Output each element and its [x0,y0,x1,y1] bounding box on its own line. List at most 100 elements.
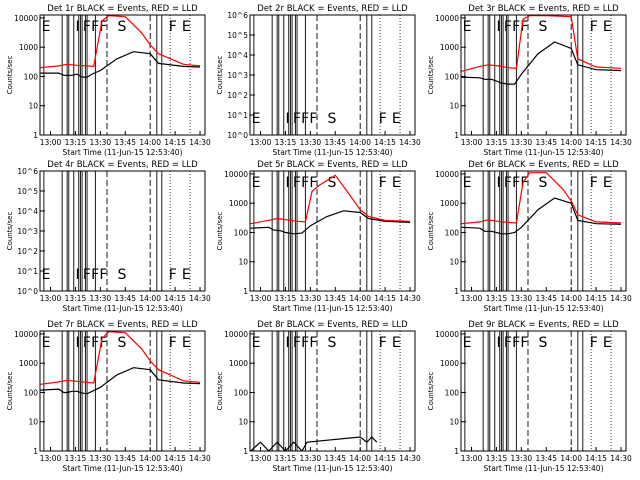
marker-f: F [520,19,528,35]
y-tick-label: 10^4 [227,51,248,60]
x-tick-label: 13:15 [275,294,297,303]
marker-f: F [91,335,99,351]
y-axis-label: Counts/sec [427,372,435,411]
x-tick-label: 13:30 [300,294,322,303]
y-tick-label: 1000 [229,359,248,368]
x-tick-label: 14:00 [349,138,371,147]
y-tick-label: 10 [449,102,459,111]
y-tick-label: 10000 [435,170,459,179]
x-tick-label: 14:30 [610,454,632,463]
x-tick-label: 13:00 [461,454,483,463]
y-tick-label: 10000 [435,14,459,23]
x-tick-label: 13:15 [275,454,297,463]
y-tick-label: 1000 [19,43,38,52]
panel-title: Det 6r BLACK = Events, RED = LLD [468,160,619,170]
marker-i: I [496,19,500,35]
marker-e: E [182,267,191,283]
marker-e: E [603,19,612,35]
marker-e: E [463,335,472,351]
marker-s: S [539,335,548,351]
lld-series [40,331,201,385]
marker-e: E [392,111,401,127]
y-tick-label: 100 [24,72,39,81]
marker-i: I [285,175,289,191]
x-axis-label: Start Time (11-Jun-15 12:53:40) [63,304,183,313]
x-tick-label: 14:00 [139,294,161,303]
y-tick-label: 1000 [19,359,38,368]
marker-f: F [169,335,177,351]
y-tick-label: 10 [238,258,248,267]
marker-i: I [75,267,79,283]
marker-f: F [99,267,107,283]
marker-i: I [285,335,289,351]
x-tick-label: 14:15 [374,294,396,303]
marker-f: F [379,175,387,191]
x-tick-label: 14:30 [399,454,421,463]
plot-frame [249,170,416,292]
x-tick-label: 13:30 [90,138,112,147]
y-axis-label: Counts/sec [6,372,14,411]
panel-title: Det 2r BLACK = Events, RED = LLD [257,4,408,14]
marker-f: F [512,175,520,191]
events-series [461,197,622,235]
plot-frame [460,170,627,292]
x-tick-label: 14:30 [399,294,421,303]
x-tick-label: 14:15 [164,138,186,147]
x-tick-label: 13:45 [324,138,346,147]
marker-f: F [504,335,512,351]
lld-series [40,15,201,69]
marker-f: F [83,19,91,35]
marker-i: I [285,111,289,127]
marker-e: E [252,335,261,351]
marker-f: F [293,335,301,351]
x-tick-label: 13:45 [535,454,557,463]
events-series [461,41,622,85]
marker-e: E [392,175,401,191]
x-tick-label: 14:15 [374,454,396,463]
events-series [250,210,411,235]
x-tick-label: 13:00 [461,294,483,303]
x-tick-label: 13:00 [250,294,272,303]
plot-frame [460,330,627,452]
y-tick-label: 10 [28,418,38,427]
marker-f: F [590,19,598,35]
x-tick-label: 13:15 [275,138,297,147]
marker-f: F [590,335,598,351]
x-tick-label: 14:00 [560,138,582,147]
panel-title: Det 3r BLACK = Events, RED = LLD [468,4,619,14]
y-tick-label: 100 [234,228,249,237]
plot-frame [39,14,206,136]
y-tick-label: 10^2 [227,91,248,100]
x-tick-label: 14:30 [189,454,211,463]
y-axis-label: Counts/sec [216,56,224,95]
x-tick-label: 13:00 [250,454,272,463]
plot-frame [39,330,206,452]
y-tick-label: 1 [454,287,459,296]
marker-e: E [463,19,472,35]
y-axis-label: Counts/sec [216,212,224,251]
plot-frame [249,330,416,452]
x-tick-label: 13:30 [511,454,533,463]
y-tick-label: 100 [445,72,460,81]
y-tick-label: 10^1 [17,267,38,276]
y-tick-label: 10^2 [17,247,38,256]
x-tick-label: 14:30 [399,138,421,147]
x-axis-label: Start Time (11-Jun-15 12:53:40) [273,304,393,313]
marker-i: I [496,175,500,191]
marker-e: E [182,19,191,35]
marker-i: I [496,335,500,351]
y-tick-label: 1 [243,447,248,456]
marker-f: F [301,111,309,127]
x-axis-label: Start Time (11-Jun-15 12:53:40) [273,148,393,157]
x-axis-label: Start Time (11-Jun-15 12:53:40) [63,464,183,473]
marker-e: E [182,335,191,351]
marker-f: F [293,111,301,127]
y-tick-label: 1000 [440,199,459,208]
panel-title: Det 1r BLACK = Events, RED = LLD [47,4,198,14]
